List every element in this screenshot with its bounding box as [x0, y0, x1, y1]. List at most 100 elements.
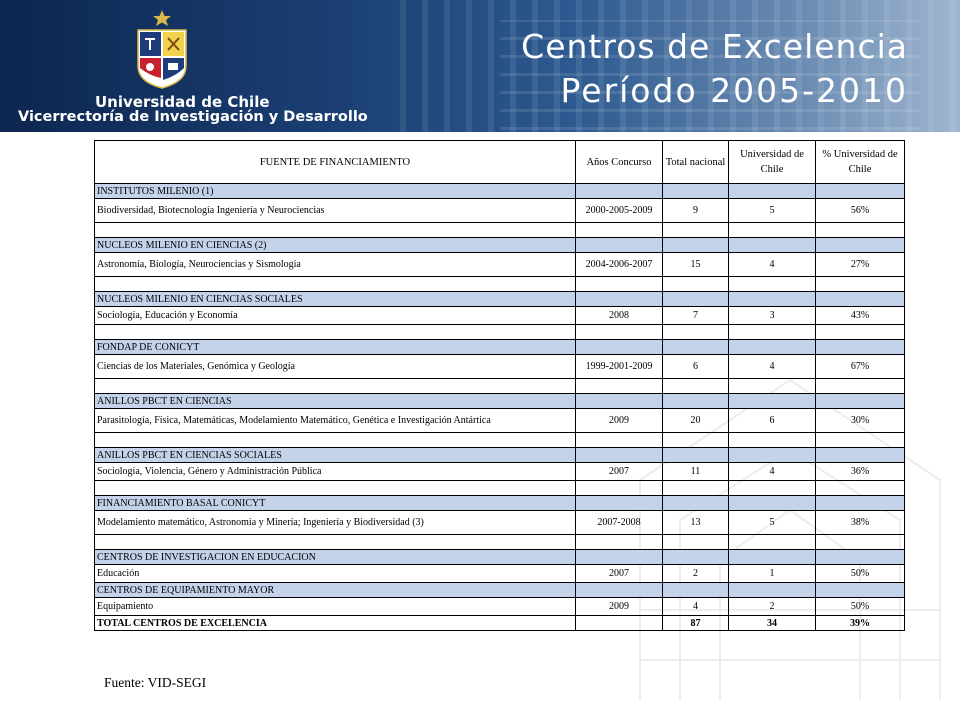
cell-fuente [94, 276, 576, 292]
cell-total: 11 [662, 462, 729, 481]
cell-fuente [94, 432, 576, 448]
cell-pct: 38% [815, 510, 905, 535]
cell-anos: 2004-2006-2007 [575, 252, 663, 277]
cell-pct [815, 276, 905, 292]
section-row: CENTROS DE EQUIPAMIENTO MAYOR [94, 582, 905, 598]
cell-pct [815, 291, 905, 307]
header-banner: Universidad de Chile Vicerrectoría de In… [0, 0, 960, 132]
section-row: INSTITUTOS MILENIO (1) [94, 183, 905, 199]
cell-uchile [728, 339, 816, 355]
spacer-row [94, 432, 905, 448]
cell-pct [815, 324, 905, 340]
cell-anos [575, 432, 663, 448]
cell-total: 7 [662, 306, 729, 325]
cell-anos [575, 237, 663, 253]
source-note: Fuente: VID-SEGI [104, 675, 207, 690]
cell-anos [575, 534, 663, 550]
cell-pct: 50% [815, 597, 905, 616]
cell-pct [815, 339, 905, 355]
table-header-row: FUENTE DE FINANCIAMIENTO Años Concurso T… [94, 140, 905, 184]
header-fuente: FUENTE DE FINANCIAMIENTO [94, 140, 576, 184]
cell-uchile [728, 378, 816, 394]
cell-total: 9 [662, 198, 729, 223]
cell-fuente: ANILLOS PBCT EN CIENCIAS [94, 393, 576, 409]
cell-fuente: Equipamiento [94, 597, 576, 616]
header-anos: Años Concurso [575, 140, 663, 184]
cell-fuente: TOTAL CENTROS DE EXCELENCIA [94, 615, 576, 631]
cell-anos [575, 582, 663, 598]
cell-total [662, 549, 729, 565]
table-row: Equipamiento 2009 4 2 50% [94, 597, 905, 616]
cell-pct [815, 480, 905, 496]
cell-fuente: CENTROS DE INVESTIGACION EN EDUCACION [94, 549, 576, 565]
section-row: CENTROS DE INVESTIGACION EN EDUCACION [94, 549, 905, 565]
cell-pct [815, 393, 905, 409]
cell-fuente: Educación [94, 564, 576, 583]
cell-fuente [94, 324, 576, 340]
cell-anos: 2007-2008 [575, 510, 663, 535]
cell-total [662, 582, 729, 598]
cell-pct: 36% [815, 462, 905, 481]
cell-pct: 39% [815, 615, 905, 631]
cell-pct [815, 432, 905, 448]
cell-uchile [728, 276, 816, 292]
total-row: TOTAL CENTROS DE EXCELENCIA 87 34 39% [94, 615, 905, 631]
header-pct: % Universidad de Chile [815, 140, 905, 184]
cell-anos: 2007 [575, 564, 663, 583]
table-row: Modelamiento matemático, Astronomía y Mi… [94, 510, 905, 535]
cell-total [662, 495, 729, 511]
cell-total [662, 237, 729, 253]
cell-anos [575, 495, 663, 511]
cell-anos [575, 183, 663, 199]
spacer-row [94, 534, 905, 550]
university-crest-icon [137, 10, 187, 89]
cell-uchile: 5 [728, 198, 816, 223]
table-row: Sociología, Violencia, Género y Administ… [94, 462, 905, 481]
cell-pct [815, 549, 905, 565]
cell-fuente: NUCLEOS MILENIO EN CIENCIAS (2) [94, 237, 576, 253]
cell-fuente: INSTITUTOS MILENIO (1) [94, 183, 576, 199]
cell-uchile: 4 [728, 354, 816, 379]
cell-anos: 2007 [575, 462, 663, 481]
cell-pct: 43% [815, 306, 905, 325]
cell-pct [815, 534, 905, 550]
table-row: Sociología, Educación y Economía 2008 7 3 43… [94, 306, 905, 325]
table-row: Ciencias de los Materiales, Genómica y G… [94, 354, 905, 379]
table-row: Biodiversidad, Biotecnología Ingeniería … [94, 198, 905, 223]
cell-pct [815, 183, 905, 199]
cell-pct: 30% [815, 408, 905, 433]
university-name: Universidad de Chile [95, 93, 270, 111]
cell-anos [575, 339, 663, 355]
table-row: Educación 2007 2 1 50% [94, 564, 905, 583]
cell-fuente [94, 378, 576, 394]
cell-pct [815, 582, 905, 598]
cell-anos: 2009 [575, 597, 663, 616]
cell-fuente: Sociología, Educación y Economía [94, 306, 576, 325]
cell-fuente: ANILLOS PBCT EN CIENCIAS SOCIALES [94, 447, 576, 463]
cell-pct [815, 378, 905, 394]
spacer-row [94, 480, 905, 496]
spacer-row [94, 222, 905, 238]
section-row: FINANCIAMIENTO BASAL CONICYT [94, 495, 905, 511]
funding-table: FUENTE DE FINANCIAMIENTO Años Concurso T… [94, 140, 905, 631]
cell-anos: 2008 [575, 306, 663, 325]
section-row: ANILLOS PBCT EN CIENCIAS SOCIALES [94, 447, 905, 463]
cell-total: 15 [662, 252, 729, 277]
cell-anos [575, 549, 663, 565]
cell-uchile [728, 495, 816, 511]
cell-anos [575, 393, 663, 409]
cell-anos [575, 615, 663, 631]
cell-anos [575, 447, 663, 463]
cell-pct [815, 495, 905, 511]
cell-uchile [728, 549, 816, 565]
cell-uchile [728, 222, 816, 238]
cell-uchile: 2 [728, 597, 816, 616]
cell-uchile [728, 534, 816, 550]
cell-total: 2 [662, 564, 729, 583]
cell-total [662, 324, 729, 340]
cell-uchile [728, 393, 816, 409]
cell-uchile: 5 [728, 510, 816, 535]
cell-pct [815, 222, 905, 238]
cell-anos [575, 276, 663, 292]
slide-subtitle: Período 2005-2010 [560, 71, 908, 110]
